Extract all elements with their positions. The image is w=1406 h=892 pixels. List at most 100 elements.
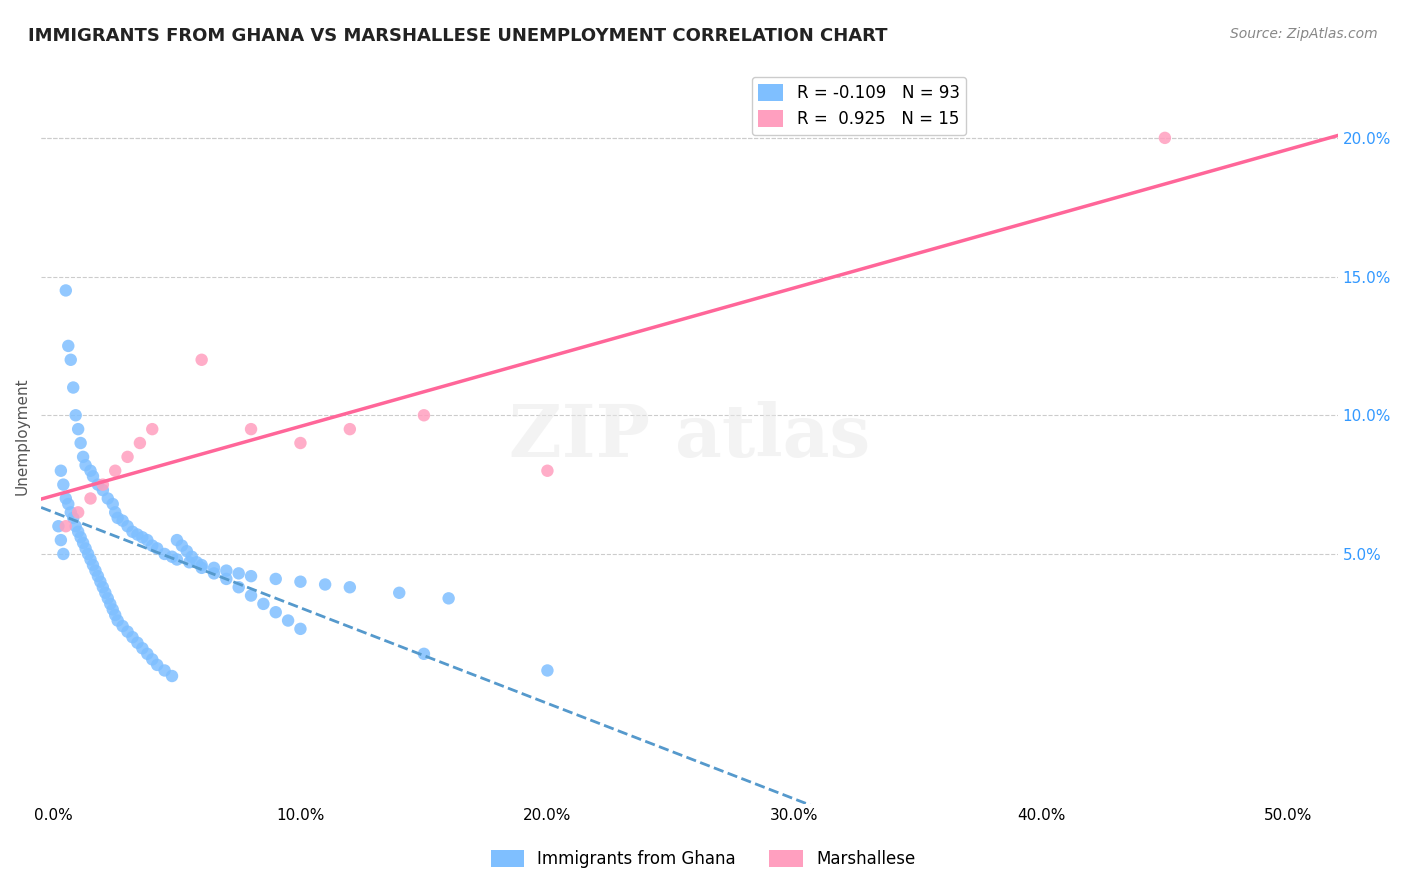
Text: IMMIGRANTS FROM GHANA VS MARSHALLESE UNEMPLOYMENT CORRELATION CHART: IMMIGRANTS FROM GHANA VS MARSHALLESE UNE… bbox=[28, 27, 887, 45]
Point bbox=[264, 572, 287, 586]
Point bbox=[72, 450, 94, 464]
Point bbox=[79, 552, 101, 566]
Point bbox=[153, 664, 176, 678]
Point bbox=[94, 586, 117, 600]
Point bbox=[97, 491, 120, 506]
Point bbox=[127, 636, 149, 650]
Point bbox=[141, 539, 163, 553]
Point bbox=[228, 580, 250, 594]
Point bbox=[91, 477, 114, 491]
Point bbox=[107, 511, 129, 525]
Point bbox=[186, 555, 208, 569]
Point bbox=[141, 422, 163, 436]
Point bbox=[190, 352, 212, 367]
Point bbox=[215, 572, 238, 586]
Point bbox=[153, 547, 176, 561]
Point bbox=[69, 530, 91, 544]
Point bbox=[87, 477, 110, 491]
Point bbox=[131, 530, 153, 544]
Point bbox=[202, 561, 225, 575]
Point bbox=[240, 422, 263, 436]
Point bbox=[75, 541, 97, 556]
Point bbox=[104, 464, 127, 478]
Point bbox=[107, 614, 129, 628]
Point bbox=[179, 555, 201, 569]
Point bbox=[55, 284, 77, 298]
Point bbox=[104, 607, 127, 622]
Point bbox=[98, 597, 121, 611]
Point bbox=[58, 339, 80, 353]
Point bbox=[111, 619, 134, 633]
Text: ZIP atlas: ZIP atlas bbox=[509, 401, 870, 472]
Point bbox=[49, 533, 72, 547]
Point bbox=[121, 630, 143, 644]
Point bbox=[264, 605, 287, 619]
Y-axis label: Unemployment: Unemployment bbox=[15, 377, 30, 495]
Point bbox=[82, 469, 104, 483]
Point bbox=[1154, 131, 1177, 145]
Text: Source: ZipAtlas.com: Source: ZipAtlas.com bbox=[1230, 27, 1378, 41]
Point bbox=[536, 664, 558, 678]
Point bbox=[190, 558, 212, 572]
Point bbox=[49, 464, 72, 478]
Point bbox=[79, 464, 101, 478]
Point bbox=[84, 564, 107, 578]
Point bbox=[72, 536, 94, 550]
Point bbox=[89, 574, 111, 589]
Point bbox=[69, 436, 91, 450]
Point bbox=[536, 464, 558, 478]
Point bbox=[59, 505, 82, 519]
Point bbox=[117, 519, 139, 533]
Point bbox=[131, 641, 153, 656]
Point bbox=[339, 580, 361, 594]
Point bbox=[160, 669, 183, 683]
Point bbox=[290, 436, 312, 450]
Point bbox=[55, 519, 77, 533]
Point bbox=[101, 602, 124, 616]
Point bbox=[413, 409, 436, 423]
Point bbox=[252, 597, 274, 611]
Point bbox=[339, 422, 361, 436]
Point bbox=[48, 519, 70, 533]
Point bbox=[190, 561, 212, 575]
Point bbox=[202, 566, 225, 581]
Point bbox=[314, 577, 336, 591]
Point bbox=[240, 569, 263, 583]
Point bbox=[437, 591, 460, 606]
Point bbox=[52, 477, 75, 491]
Point bbox=[101, 497, 124, 511]
Point bbox=[65, 519, 87, 533]
Point bbox=[176, 544, 198, 558]
Point bbox=[67, 422, 90, 436]
Point bbox=[170, 539, 193, 553]
Point bbox=[91, 483, 114, 498]
Point bbox=[129, 436, 152, 450]
Point bbox=[58, 497, 80, 511]
Point bbox=[111, 514, 134, 528]
Point bbox=[160, 549, 183, 564]
Point bbox=[277, 614, 299, 628]
Point bbox=[55, 491, 77, 506]
Legend: R = -0.109   N = 93, R =  0.925   N = 15: R = -0.109 N = 93, R = 0.925 N = 15 bbox=[752, 77, 966, 135]
Point bbox=[146, 541, 169, 556]
Point bbox=[87, 569, 110, 583]
Point bbox=[136, 533, 159, 547]
Point bbox=[215, 564, 238, 578]
Point bbox=[121, 524, 143, 539]
Point bbox=[52, 547, 75, 561]
Point bbox=[67, 505, 90, 519]
Point bbox=[82, 558, 104, 572]
Point bbox=[62, 511, 84, 525]
Point bbox=[166, 552, 188, 566]
Point bbox=[97, 591, 120, 606]
Point bbox=[62, 380, 84, 394]
Point bbox=[180, 549, 202, 564]
Point bbox=[413, 647, 436, 661]
Point bbox=[117, 450, 139, 464]
Point bbox=[166, 533, 188, 547]
Point bbox=[136, 647, 159, 661]
Point bbox=[75, 458, 97, 473]
Point bbox=[228, 566, 250, 581]
Point bbox=[59, 352, 82, 367]
Point bbox=[65, 409, 87, 423]
